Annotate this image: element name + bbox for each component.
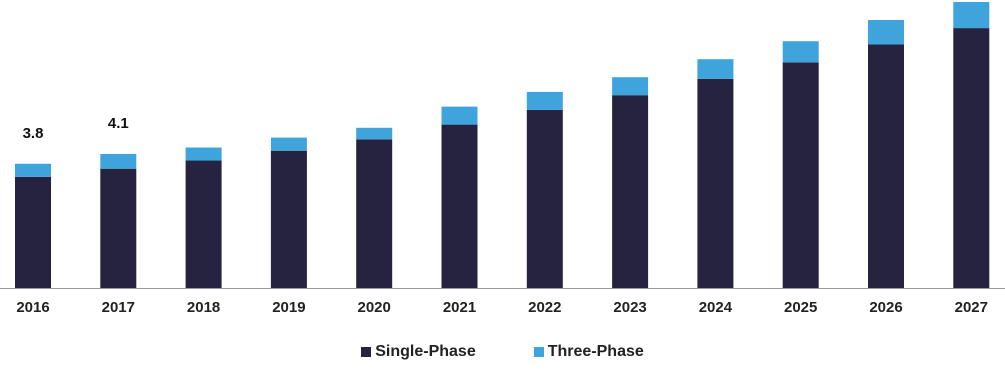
x-tick-2025: 2025 (784, 299, 817, 316)
x-tick-2016: 2016 (16, 299, 49, 316)
x-tick-2026: 2026 (869, 299, 902, 316)
x-tick-2021: 2021 (443, 299, 476, 316)
bar-single-phase-2027 (953, 28, 990, 288)
bar-single-phase-2019 (270, 150, 307, 288)
bar-three-phase-2018 (185, 147, 222, 161)
bar-single-phase-2023 (612, 95, 649, 288)
x-tick-2018: 2018 (187, 299, 220, 316)
bar-single-phase-2021 (441, 124, 478, 288)
legend: Single-Phase Three-Phase (0, 343, 1005, 361)
data-labels: 3.8 4.1 (23, 115, 129, 142)
x-tick-labels: 2016 2017 2018 2019 2020 2021 2022 2023 2024 2025… (16, 299, 988, 316)
bar-single-phase-2020 (356, 139, 393, 288)
bar-three-phase-2017 (100, 154, 137, 169)
bar-three-phase-2027 (953, 2, 990, 29)
x-tick-2019: 2019 (272, 299, 305, 316)
data-label-2017: 4.1 (108, 115, 129, 132)
x-tick-2017: 2017 (102, 299, 135, 316)
bar-three-phase-2022 (526, 91, 563, 110)
bar-single-phase-2022 (526, 109, 563, 289)
bar-single-phase-2016 (15, 176, 51, 288)
bar-three-phase-2025 (782, 41, 819, 63)
bar-single-phase-2018 (185, 160, 222, 288)
legend-label-three-phase: Three-Phase (547, 343, 644, 360)
bar-three-phase-2024 (697, 59, 734, 79)
bar-three-phase-2026 (868, 20, 904, 45)
bar-three-phase-2021 (441, 106, 478, 125)
x-tick-2020: 2020 (358, 299, 391, 316)
x-tick-2024: 2024 (699, 299, 733, 316)
bar-three-phase-2020 (356, 127, 393, 140)
x-tick-2023: 2023 (613, 299, 646, 316)
legend-label-single-phase: Single-Phase (375, 343, 476, 360)
bar-single-phase-2026 (868, 44, 904, 288)
bar-three-phase-2023 (612, 77, 649, 96)
x-tick-2027: 2027 (955, 299, 988, 316)
bar-single-phase-2024 (697, 78, 734, 288)
bar-single-phase-2025 (782, 62, 819, 288)
bar-three-phase-2019 (270, 137, 307, 151)
bar-single-phase-2017 (100, 168, 137, 288)
legend-item-single-phase: Single-Phase (361, 343, 476, 361)
stacked-bar-chart: 2016 2017 2018 2019 2020 2021 2022 2023 2024 2025… (0, 2, 1005, 316)
legend-swatch-three-phase (533, 347, 544, 357)
bars-group (15, 2, 990, 289)
legend-swatch-single-phase (361, 347, 372, 357)
x-tick-2022: 2022 (528, 299, 561, 316)
legend-item-three-phase: Three-Phase (533, 343, 644, 361)
data-label-2016: 3.8 (23, 125, 44, 142)
bar-three-phase-2016 (15, 163, 51, 177)
